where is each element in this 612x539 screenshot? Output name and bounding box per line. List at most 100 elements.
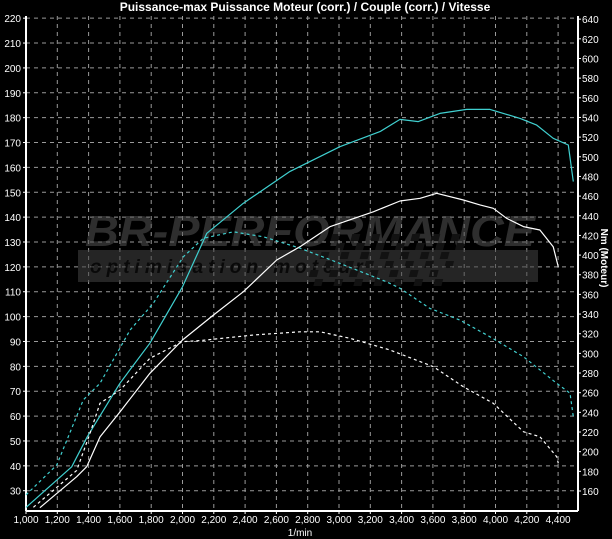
- x-tick-label: 1,600: [107, 515, 132, 526]
- checker-square: [339, 252, 350, 259]
- checker-square: [455, 243, 465, 250]
- y-tick-label: 190: [4, 89, 21, 100]
- y-tick-label: 140: [4, 213, 21, 224]
- checker-square: [328, 270, 339, 277]
- right-tick-label: 240: [582, 408, 599, 419]
- checker-square: [413, 279, 424, 286]
- checkered-flag-icon: [308, 234, 465, 286]
- x-tick-label: 2,600: [264, 515, 289, 526]
- checker-square: [435, 243, 445, 250]
- checker-square: [410, 234, 421, 241]
- right-tick-label: 480: [582, 172, 599, 183]
- right-tick-label: 440: [582, 212, 599, 223]
- checker-square: [333, 279, 344, 286]
- checker-square: [393, 279, 404, 286]
- y-tick-label: 80: [10, 362, 22, 373]
- right-tick-label: 300: [582, 349, 599, 360]
- right-tick-label: 320: [582, 330, 599, 341]
- right-tick-label: 280: [582, 369, 599, 380]
- checker-square: [359, 252, 370, 259]
- x-tick-label: 3,400: [389, 515, 414, 526]
- checker-square: [324, 261, 335, 268]
- right-axis-label: Nm (Moteur): [598, 229, 609, 288]
- series-group: [25, 108, 574, 509]
- checker-square: [375, 243, 385, 250]
- checker-square: [399, 252, 410, 259]
- checker-square: [430, 234, 441, 241]
- torque-curve-dashed: [33, 331, 559, 508]
- x-tick-label: 4,400: [546, 515, 571, 526]
- right-tick-label: 620: [582, 35, 599, 46]
- checker-square: [344, 261, 355, 268]
- x-tick-label: 2,200: [201, 515, 226, 526]
- right-tick-label: 560: [582, 94, 599, 105]
- right-tick-label: 520: [582, 133, 599, 144]
- right-tick-label: 460: [582, 192, 599, 203]
- y-tick-label: 50: [10, 437, 22, 448]
- y-tick-label: 160: [4, 163, 21, 174]
- checker-square: [364, 261, 375, 268]
- checker-square: [350, 234, 361, 241]
- x-tick-label: 3,600: [420, 515, 445, 526]
- x-tick-label: 4,000: [483, 515, 508, 526]
- y-tick-label: 170: [4, 139, 21, 150]
- checker-square: [330, 234, 341, 241]
- y-tick-label: 110: [5, 288, 21, 299]
- power-curve-solid: [25, 108, 574, 508]
- checker-square: [373, 279, 384, 286]
- checker-square: [395, 243, 405, 250]
- right-tick-label: 260: [582, 389, 599, 400]
- right-tick-label: 340: [582, 310, 599, 321]
- axes: [23, 16, 581, 514]
- y-tick-label: 200: [4, 64, 21, 75]
- checker-square: [415, 243, 425, 250]
- y-tick-label: 220: [4, 14, 21, 25]
- right-tick-label: 500: [582, 153, 599, 164]
- right-tick-label: 380: [582, 271, 599, 282]
- watermark-brand: BR-PERFORMANCE: [85, 207, 537, 256]
- checker-square: [308, 270, 319, 277]
- y-tick-label: 90: [10, 337, 22, 348]
- watermark-logo: BR-PERFORMANCE optimisation moteur: [78, 207, 538, 286]
- right-tick-label: 180: [582, 467, 599, 478]
- y-tick-label: 70: [10, 387, 22, 398]
- right-tick-label: 160: [582, 487, 599, 498]
- right-tick-label: 580: [582, 74, 599, 85]
- x-tick-label: 3,200: [358, 515, 383, 526]
- watermark-banner: [78, 250, 538, 282]
- checker-square: [439, 252, 450, 259]
- y-tick-label: 150: [4, 188, 21, 199]
- x-tick-label: 2,800: [295, 515, 320, 526]
- checker-square: [353, 279, 364, 286]
- right-tick-label: 220: [582, 428, 599, 439]
- power-curve-dashed: [25, 231, 574, 496]
- checker-square: [433, 279, 444, 286]
- tick-labels: 1,000 1,200 1,400 1,600 1,800 2,000 2,200 2,400…: [4, 14, 599, 526]
- right-tick-label: 600: [582, 54, 599, 65]
- right-tick-label: 540: [582, 113, 599, 124]
- chart-title: Puissance-max Puissance Moteur (corr.) /…: [120, 0, 491, 14]
- y-tick-label: 130: [4, 238, 21, 249]
- checker-square: [384, 261, 395, 268]
- x-tick-label: 1,000: [13, 515, 38, 526]
- y-tick-label: 30: [10, 487, 22, 498]
- checker-square: [419, 252, 430, 259]
- checker-square: [355, 243, 365, 250]
- right-tick-label: 640: [582, 15, 599, 26]
- right-tick-label: 400: [582, 251, 599, 262]
- right-tick-label: 420: [582, 231, 599, 242]
- checker-square: [428, 270, 439, 277]
- checker-square: [368, 270, 379, 277]
- y-tick-label: 40: [10, 462, 22, 473]
- y-tick-label: 60: [10, 412, 22, 423]
- x-tick-label: 2,000: [170, 515, 195, 526]
- checker-square: [388, 270, 399, 277]
- checker-square: [370, 234, 381, 241]
- watermark-tagline: optimisation moteur: [90, 257, 368, 278]
- checker-square: [424, 261, 435, 268]
- y-tick-label: 120: [4, 263, 21, 274]
- x-tick-label: 1,800: [139, 515, 164, 526]
- x-tick-label: 3,800: [452, 515, 477, 526]
- checker-square: [404, 261, 415, 268]
